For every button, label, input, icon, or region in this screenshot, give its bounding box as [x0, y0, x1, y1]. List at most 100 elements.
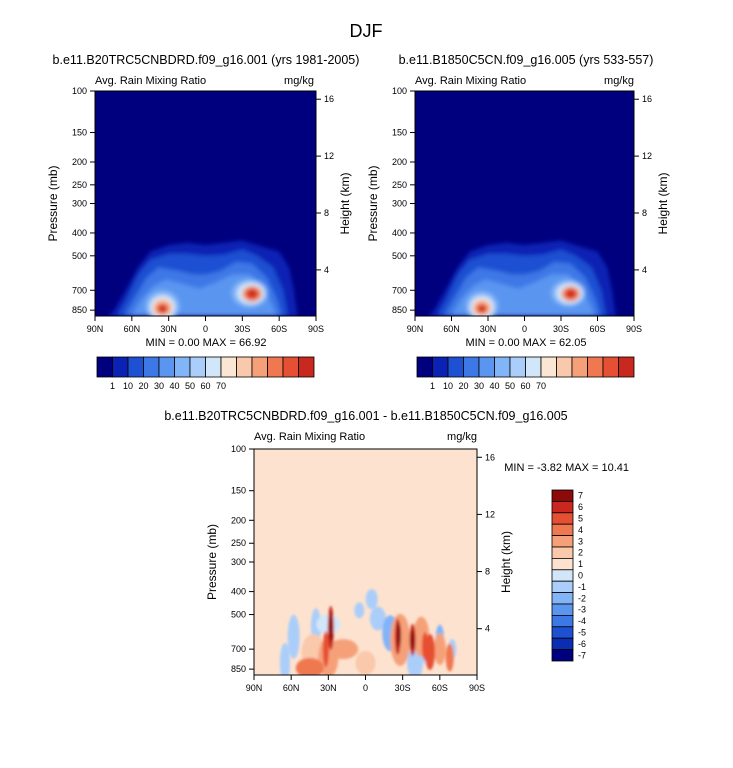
- y2-tick-label: 8: [642, 208, 647, 218]
- labelbar-box: [556, 356, 573, 378]
- y-axis-label: Pressure (mb): [366, 165, 380, 241]
- labelbar-box: [551, 603, 574, 616]
- panel-2-axes: 90N 60N 30N 0 30S 60S 90S 100 150 200 250 300 400 500…: [366, 86, 670, 334]
- labelbar-box: [551, 546, 574, 559]
- x-tick-label: 0: [522, 324, 527, 334]
- y2-tick-label: 12: [324, 151, 334, 161]
- y-tick-label: 500: [392, 251, 407, 261]
- labelbar-box: [551, 535, 574, 548]
- labelbar-box: [174, 356, 191, 378]
- x-tick-label: 60S: [271, 324, 287, 334]
- labelbar-label: 3: [578, 536, 583, 546]
- labelbar-label: 7: [578, 491, 583, 501]
- y-tick-label: 850: [231, 664, 246, 674]
- labelbar-box: [236, 356, 253, 378]
- panel-2-title: b.e11.B1850C5CN.f09_g16.005 (yrs 533-557…: [399, 53, 654, 67]
- panel-1-field: [107, 240, 298, 316]
- y-tick-label: 250: [231, 538, 246, 548]
- y2-tick-label: 4: [485, 624, 490, 634]
- labelbar-box: [551, 592, 574, 605]
- y-tick-label: 300: [392, 199, 407, 209]
- labelbar-box: [267, 356, 284, 378]
- diff-contour: [369, 606, 386, 631]
- labelbar-box: [551, 523, 574, 537]
- labelbar-box: [551, 512, 574, 525]
- y-tick-label: 200: [392, 157, 407, 167]
- labelbar-label: 2: [578, 548, 583, 558]
- labelbar-box: [205, 356, 222, 378]
- y2-tick-label: 16: [642, 94, 652, 104]
- labelbar-label: -6: [578, 639, 586, 649]
- labelbar-label: 70: [536, 381, 546, 391]
- labelbar-box: [602, 356, 619, 378]
- labelbar-box: [551, 569, 574, 582]
- panel-3-plot-area: [254, 449, 477, 675]
- diff-contour: [279, 642, 290, 675]
- diff-contour: [328, 639, 359, 660]
- labelbar-3: 76 543 21 0-1-2 -3-4 -5-6-7: [551, 489, 586, 662]
- figure-title: DJF: [350, 21, 383, 41]
- panel-2-stats: MIN = 0.00 MAX = 62.05: [465, 337, 586, 349]
- y-tick-label: 100: [72, 86, 87, 96]
- labelbar-label: 1: [110, 381, 115, 391]
- labelbar-box: [509, 356, 526, 378]
- panel-3-field: [279, 589, 457, 675]
- labelbar-label: -5: [578, 628, 586, 638]
- labelbar-label: 5: [578, 514, 583, 524]
- panel-1: b.e11.B20TRC5CNBDRD.f09_g16.001 (yrs 198…: [46, 53, 359, 391]
- y-axis-label: Pressure (mb): [205, 524, 219, 600]
- y-tick-label: 400: [231, 587, 246, 597]
- labelbar-box: [143, 356, 160, 378]
- y2-tick-label: 12: [485, 509, 495, 519]
- x-tick-label: 90N: [87, 324, 104, 334]
- labelbar-label: 1: [430, 381, 435, 391]
- y-tick-label: 500: [231, 610, 246, 620]
- y2-tick-label: 8: [485, 567, 490, 577]
- diff-contour: [355, 650, 376, 675]
- labelbar-label: 60: [520, 381, 530, 391]
- labelbar-box: [587, 356, 604, 378]
- y-tick-label: 500: [72, 251, 87, 261]
- labelbar-box: [551, 637, 574, 651]
- y-axis-label: Pressure (mb): [46, 165, 60, 241]
- labelbar-label: 0: [578, 571, 583, 581]
- labelbar-box: [551, 500, 574, 514]
- y2-axis-label: Height (km): [656, 172, 670, 234]
- rain-contour: [158, 305, 167, 313]
- x-tick-label: 30N: [320, 683, 337, 693]
- labelbar-box: [416, 356, 433, 378]
- labelbar-box: [525, 356, 542, 378]
- y2-tick-label: 12: [642, 151, 652, 161]
- labelbar-label: 70: [216, 381, 226, 391]
- labelbar-box: [551, 615, 574, 628]
- labelbar-label: -2: [578, 593, 586, 603]
- labelbar-box: [463, 356, 480, 378]
- rain-contour: [248, 290, 257, 298]
- labelbar-label: -7: [578, 650, 586, 660]
- diff-contour: [328, 613, 333, 642]
- x-tick-label: 90S: [626, 324, 642, 334]
- diff-contour: [396, 622, 401, 647]
- y2-axis-label: Height (km): [499, 531, 513, 593]
- labelbar-label: 40: [169, 381, 179, 391]
- panel-1-left-label: Avg. Rain Mixing Ratio: [95, 75, 206, 87]
- labelbar-box: [478, 356, 495, 378]
- labelbar-box: [127, 356, 144, 378]
- labelbar-label: 60: [200, 381, 210, 391]
- panel-1-axes: 90N 60N 30N 0 30S 60S 90S 100 150 200 250 300 400 500…: [46, 86, 352, 334]
- diff-contour: [433, 633, 446, 666]
- labelbar-1: 1 10 20 30 40 50 60 70: [96, 356, 315, 391]
- x-tick-label: 90S: [469, 683, 485, 693]
- labelbar-box: [189, 356, 206, 378]
- y-tick-label: 150: [392, 128, 407, 138]
- diff-contour: [365, 589, 378, 610]
- labelbar-box: [540, 356, 557, 378]
- y-tick-label: 300: [231, 557, 246, 567]
- panel-2-units-label: mg/kg: [604, 75, 634, 87]
- diff-contour: [287, 614, 300, 659]
- y-tick-label: 300: [72, 199, 87, 209]
- x-tick-label: 90N: [407, 324, 424, 334]
- y-tick-label: 700: [72, 285, 87, 295]
- labelbar-box: [494, 356, 511, 378]
